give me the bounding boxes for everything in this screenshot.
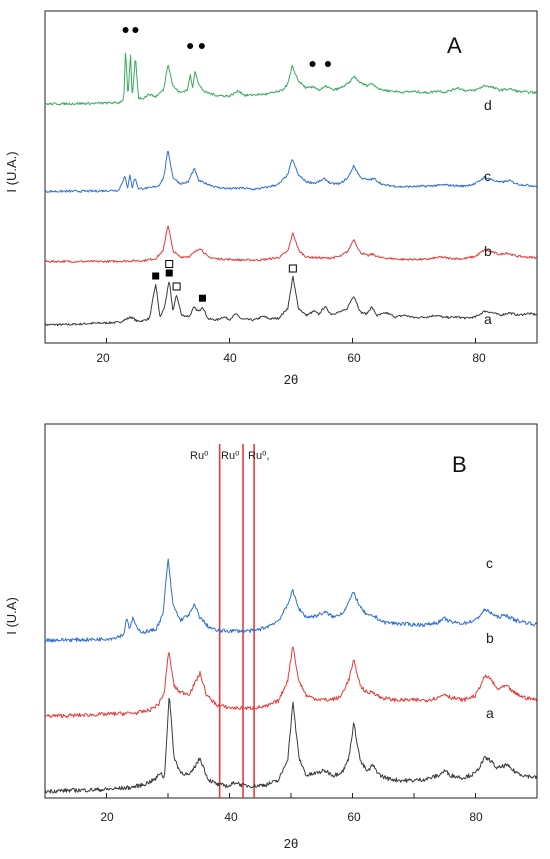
tick-label-a-80: 80	[472, 351, 486, 365]
marker-a-0	[152, 272, 160, 280]
marker-a-5	[288, 264, 297, 273]
y-axis-title-a: I (U.A.)	[4, 151, 19, 192]
curve-a-b	[44, 225, 537, 263]
marker-a-11	[324, 61, 331, 67]
chart-panel-a: A d c b a 20 40 60 80 2θ I (U.A.)	[4, 10, 538, 387]
curves-b	[44, 558, 537, 794]
x-axis-title-a: 2θ	[284, 372, 298, 387]
curve-b-c	[44, 558, 537, 643]
panel-letter-a: A	[447, 33, 462, 58]
plot-frame-b	[44, 423, 538, 799]
x-axis-title-b: 2θ	[284, 836, 298, 851]
curve-label-a-d: d	[484, 97, 492, 113]
tick-label-a-20: 20	[96, 351, 110, 365]
curve-a-d	[44, 52, 537, 106]
curve-label-b-a: a	[486, 705, 494, 721]
marker-a-7	[132, 27, 139, 33]
x-ticks-b	[106, 793, 476, 798]
curve-label-b-c: c	[486, 555, 493, 571]
marker-a-3	[172, 282, 181, 291]
y-axis-title-b: I (U.A)	[4, 597, 19, 635]
marker-a-6	[122, 27, 129, 33]
x-ticks-a	[106, 338, 476, 343]
marker-a-1	[165, 269, 173, 277]
tick-label-a-60: 60	[347, 351, 361, 365]
marker-a-9	[198, 43, 205, 49]
markers-a	[122, 27, 331, 302]
marker-a-10	[309, 61, 316, 67]
curve-b-a	[44, 697, 537, 794]
tick-label-b-40: 40	[224, 810, 238, 824]
ref-label-b-1: Ru⁰	[190, 450, 209, 462]
curve-a-c	[44, 150, 537, 193]
curve-label-b-b: b	[486, 630, 494, 646]
ref-label-b-3: Ru⁰,	[248, 450, 270, 462]
marker-a-4	[198, 294, 206, 302]
marker-a-2	[165, 260, 174, 268]
chart-panel-b: Ru⁰ Ru⁰ Ru⁰, B c b a 20 40 60 80 2θ I (U…	[4, 423, 538, 851]
plot-frame-a	[44, 10, 538, 344]
curve-label-a-a: a	[484, 311, 492, 327]
curve-a-a	[44, 275, 537, 327]
curve-label-a-c: c	[484, 168, 491, 184]
tick-label-b-80: 80	[469, 810, 483, 824]
tick-label-a-40: 40	[223, 351, 237, 365]
tick-label-b-60: 60	[347, 810, 361, 824]
tick-label-b-20: 20	[100, 810, 114, 824]
curve-b-b	[44, 646, 537, 719]
curve-label-a-b: b	[484, 243, 492, 259]
curves-a	[44, 52, 537, 327]
ref-label-b-2: Ru⁰	[221, 450, 240, 462]
marker-a-8	[187, 43, 194, 49]
reference-lines-b	[218, 444, 255, 798]
panel-letter-b: B	[452, 452, 467, 477]
